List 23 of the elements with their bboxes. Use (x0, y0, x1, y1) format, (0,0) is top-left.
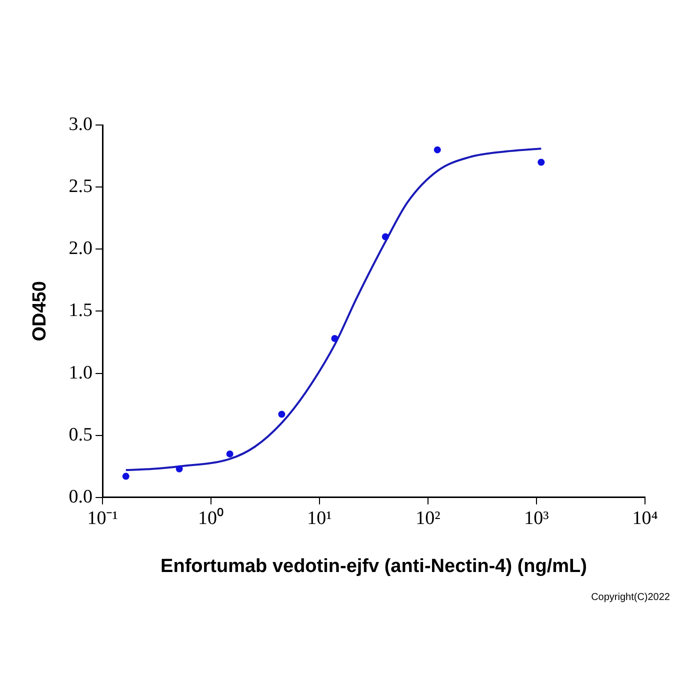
y-tick-label: 0.0 (68, 486, 93, 508)
y-tick-label: 3.0 (68, 114, 93, 135)
x-axis-title: Enfortumab vedotin-ejfv (anti-Nectin-4) (ng/mL) (160, 556, 587, 577)
point (434, 146, 441, 154)
x-tick-label: 10⁻¹ (87, 508, 118, 529)
y-tick-label: 2.0 (68, 238, 93, 260)
point (382, 233, 389, 240)
y-tick-label: 1.5 (68, 300, 93, 322)
y-tick-label: 1.0 (68, 362, 93, 384)
y-axis-title: OD450 (30, 281, 51, 342)
y-tick-label: 0.5 (68, 424, 93, 446)
point (176, 465, 183, 472)
text: Copyright(C)2022 (591, 592, 670, 603)
y-tick-label: 2.5 (68, 176, 93, 198)
x-tick-label: 10¹ (307, 508, 332, 529)
x-tick-label: 10³ (524, 508, 550, 529)
x-tick-label: 10⁰ (198, 506, 224, 529)
point (331, 335, 338, 342)
point (278, 410, 286, 418)
point (122, 472, 130, 480)
point (226, 450, 234, 458)
x-tick-label: 10⁴ (632, 508, 658, 529)
x-tick-label: 10² (416, 508, 441, 529)
